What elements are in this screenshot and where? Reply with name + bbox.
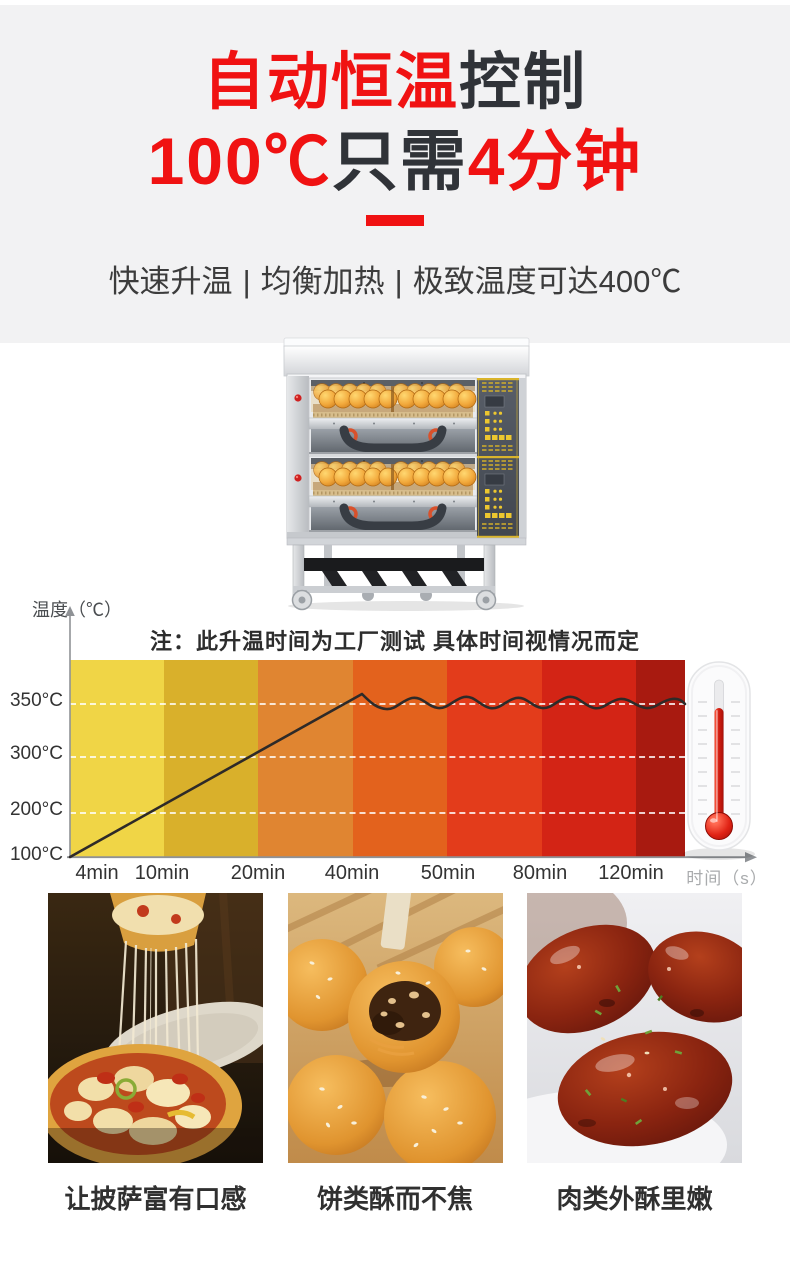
x-axis-label: 时间（s） [686,869,768,888]
x-tick-label: 120min [598,862,664,884]
x-tick-label: 40min [324,862,380,884]
gallery-item: 让披萨富有口感 [48,893,263,1216]
gridline [70,756,685,758]
chart-band [70,660,164,857]
glazed-meat-photo [527,893,742,1163]
chart-note: 注：此升温时间为工厂测试 具体时间视情况而定 [149,629,641,654]
title-line-1-red: 自动恒温 [202,48,459,117]
gridline [70,703,685,705]
header-banner: 自动恒温控制 100℃只需4分钟 快速升温 | 均衡加热 | 极致温度可达400℃ [0,5,790,343]
x-axis [67,852,757,863]
pizza-photo [48,893,263,1163]
y-tick-label: 200°C [9,799,63,820]
subtitle-separator: | [242,264,251,299]
subtitle: 快速升温 | 均衡加热 | 极致温度可达400℃ [0,256,790,301]
temperature-curve [68,692,687,859]
gallery-item: 肉类外酥里嫩 [527,893,742,1216]
title-line-2-red2: 4分钟 [467,124,643,198]
y-tick-label: 350°C [9,690,63,711]
gallery-caption: 饼类酥而不焦 [316,1184,473,1214]
title-line-2: 100℃只需4分钟 [0,121,790,201]
chart-band [636,660,685,857]
pastry-buns-photo [287,893,503,1163]
subtitle-part-1: 快速升温 [108,264,233,299]
oven-product-photo [283,337,530,611]
y-tick-label: 300°C [9,743,63,764]
chart-overlay [65,606,757,863]
x-tick-label: 80min [512,862,568,884]
chart-band [542,660,636,857]
subtitle-part-3: 极致温度可达400℃ [412,264,682,299]
subtitle-part-2: 均衡加热 [260,264,385,299]
food-gallery: 让披萨富有口感 [0,893,790,1216]
title-line-1: 自动恒温控制 [0,45,790,121]
y-axis-label: 温度（℃） [32,600,122,620]
title-line-2-dark: 只需 [331,124,468,198]
chart-band [164,660,258,857]
title-line-2-red1: 100℃ [147,124,332,198]
y-tick-label: 100°C [9,844,63,865]
subtitle-separator: | [394,264,403,299]
gridline [70,812,685,814]
x-tick-label: 50min [420,862,476,884]
title-line-1-dark: 控制 [459,48,588,117]
red-divider [366,215,424,226]
gallery-item: 饼类酥而不焦 [287,893,503,1216]
gallery-caption: 让披萨富有口感 [64,1184,247,1214]
chart-band [447,660,542,857]
gallery-caption: 肉类外酥里嫩 [556,1184,713,1214]
chart-band [258,660,353,857]
x-tick-label: 10min [134,862,190,884]
chart-band [353,660,447,857]
x-tick-label: 20min [230,862,286,884]
thermometer-icon [683,661,755,860]
x-tick-label: 4min [75,862,119,884]
y-axis [65,606,75,857]
chart-gradient-bands [70,660,685,857]
